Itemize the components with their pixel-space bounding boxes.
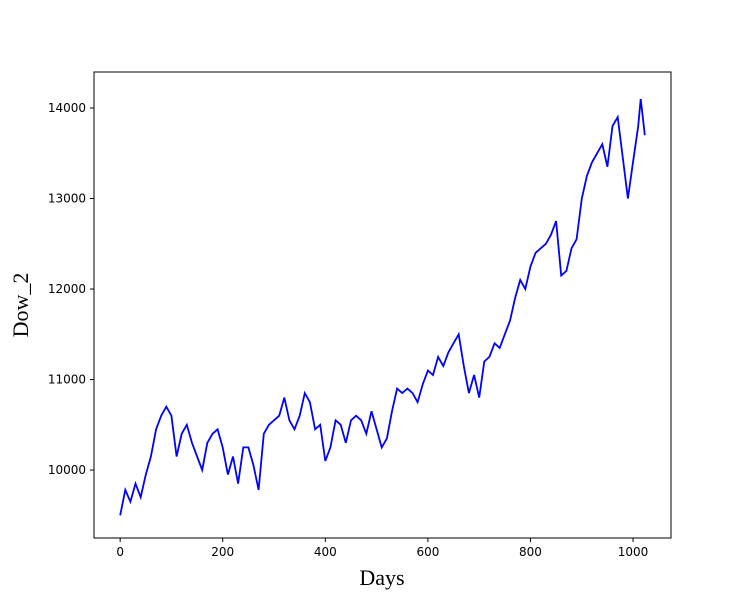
x-tick-label: 400 (314, 545, 337, 559)
y-axis-label: Dow_2 (8, 273, 33, 338)
plot-frame (93, 71, 672, 539)
data-line (119, 98, 646, 516)
x-tick-label: 800 (519, 545, 542, 559)
y-tick-label: 12000 (48, 282, 86, 296)
x-tick-label: 1000 (618, 545, 649, 559)
y-tick-label: 11000 (48, 373, 86, 387)
y-tick-label: 13000 (48, 192, 86, 206)
y-tick-label: 14000 (48, 101, 86, 115)
y-tick-label: 10000 (48, 463, 86, 477)
x-axis-label: Days (359, 565, 404, 590)
x-tick-label: 200 (211, 545, 234, 559)
x-tick-label: 0 (116, 545, 124, 559)
x-tick-label: 600 (416, 545, 439, 559)
